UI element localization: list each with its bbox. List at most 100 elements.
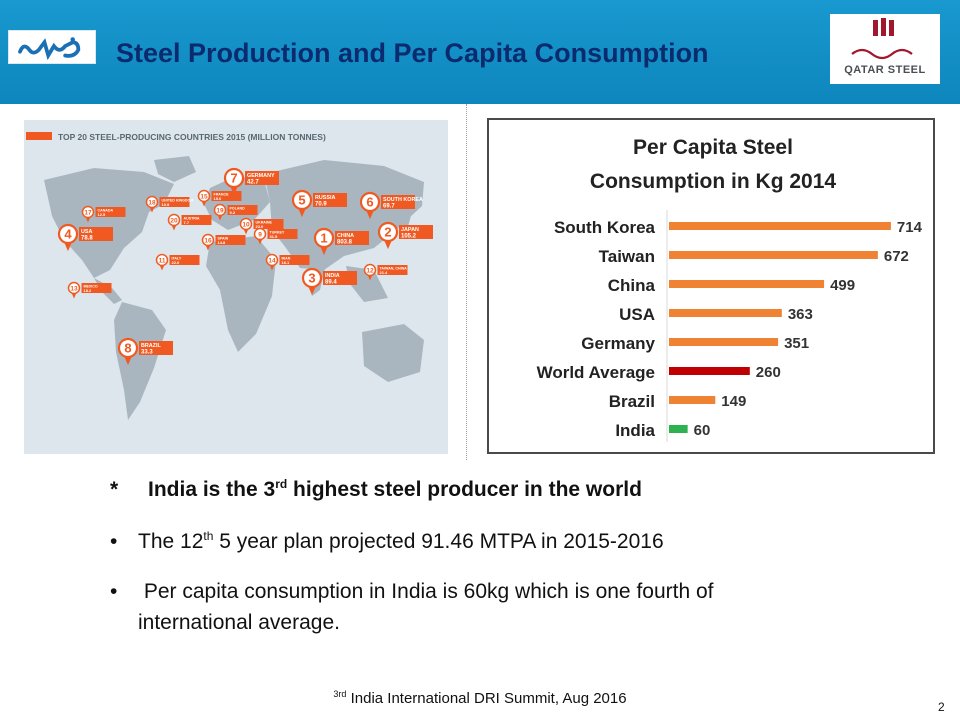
marker-country: CANADA: [98, 208, 114, 212]
qatar-steel-logo: QATAR STEEL: [830, 14, 940, 84]
greenland-shape: [154, 156, 196, 182]
star-bullet: *: [110, 478, 119, 501]
page-number: 2: [938, 700, 945, 714]
value-label: 499: [830, 277, 855, 294]
marker-value: 14.8: [218, 240, 227, 245]
marker-rank: 7: [230, 171, 237, 186]
qatar-steel-emblem-icon: [851, 18, 913, 60]
header-bar: Steel Production and Per Capita Consumpt…: [0, 0, 960, 104]
marker-value: 78.8: [81, 236, 93, 242]
marker-rank: 4: [64, 227, 72, 242]
marker-rank: 12: [366, 268, 374, 275]
marker-value: 15.0: [214, 196, 223, 201]
marker-country: UKRAINE: [256, 220, 273, 224]
footer-ordinal: 3rd: [333, 689, 347, 699]
qatar-steel-text: QATAR STEEL: [844, 64, 926, 76]
bar: [669, 309, 782, 317]
chart-title-line2: Consumption in Kg 2014: [590, 170, 837, 193]
marker-country: MEXICO: [84, 284, 98, 288]
category-label: Brazil: [609, 392, 655, 411]
marker-rank: 11: [159, 258, 166, 265]
bullet-dot: •: [110, 530, 118, 553]
marker-country: SPAIN: [218, 236, 229, 240]
marker-country: CHINA: [337, 233, 354, 239]
marker-country: RUSSIA: [315, 195, 335, 201]
value-label: 351: [784, 335, 809, 352]
marker-country: UNITED KINGDOM: [162, 198, 194, 202]
marker-rank: 2: [384, 225, 391, 240]
chart-title-line1: Per Capita Steel: [633, 136, 793, 159]
category-label: Germany: [581, 334, 655, 353]
marker-rank: 8: [124, 341, 131, 356]
marker-rank: 6: [366, 195, 373, 210]
value-label: 60: [694, 422, 711, 439]
marker-rank: 5: [298, 193, 305, 208]
value-label: 363: [788, 306, 813, 323]
marker-country: USA: [81, 229, 92, 235]
vertical-divider: [466, 104, 467, 460]
category-label: World Average: [537, 363, 655, 382]
marker-country: AUSTRIA: [184, 216, 200, 220]
marker-country: JAPAN: [401, 227, 419, 233]
marker-value: 33.3: [141, 350, 153, 356]
marker-value: 31.5: [270, 234, 279, 239]
marker-value: 18.2: [84, 288, 93, 293]
marker-rank: 20: [170, 218, 178, 225]
marker-country: GERMANY: [247, 173, 275, 179]
bullet-five-year-plan: • The 12th 5 year plan projected 91.46 MT…: [110, 529, 664, 553]
marker-country: TAIWAN, CHINA: [380, 266, 408, 270]
marker-country: SOUTH KOREA: [383, 197, 423, 203]
per-capita-chart-panel: Per Capita Steel Consumption in Kg 2014 …: [487, 118, 935, 454]
marker-country: TURKEY: [270, 230, 285, 234]
marker-country: POLAND: [230, 206, 246, 210]
marker-rank: 17: [84, 210, 92, 217]
bar: [669, 280, 825, 288]
marker-value: 23.0: [256, 224, 265, 229]
marker-country: BRAZIL: [141, 343, 161, 349]
marker-rank: 16: [204, 238, 212, 245]
marker-rank: 15: [200, 194, 208, 201]
asia-shape: [264, 160, 424, 270]
south-america-shape: [114, 302, 166, 420]
marker-value: 89.4: [325, 280, 337, 286]
category-label: USA: [619, 305, 655, 324]
marker-value: 21.4: [380, 270, 389, 275]
bar: [669, 425, 688, 433]
marker-value: 12.5: [98, 212, 107, 217]
marker-value: 803.8: [337, 240, 353, 246]
marker-value: 9.2: [230, 210, 236, 215]
marker-country: FRANCE: [214, 192, 230, 196]
marker-country: INDIA: [325, 273, 340, 279]
bar: [669, 396, 716, 404]
value-label: 714: [897, 219, 923, 236]
marker-value: 10.9: [162, 202, 171, 207]
marker-rank: 1: [320, 231, 327, 246]
marker-rank: 18: [148, 200, 156, 207]
map-title-accent: [26, 132, 52, 140]
company-logo-left: [8, 30, 96, 64]
north-america-shape: [44, 168, 174, 278]
value-label: 260: [756, 364, 781, 381]
arabic-logo-icon: [18, 37, 81, 61]
australia-shape: [362, 324, 424, 382]
marker-country: IRAN: [282, 256, 291, 260]
value-label: 149: [721, 393, 746, 410]
category-label: Taiwan: [599, 247, 655, 266]
marker-rank: 19: [216, 208, 224, 215]
marker-rank: 3: [308, 271, 315, 286]
